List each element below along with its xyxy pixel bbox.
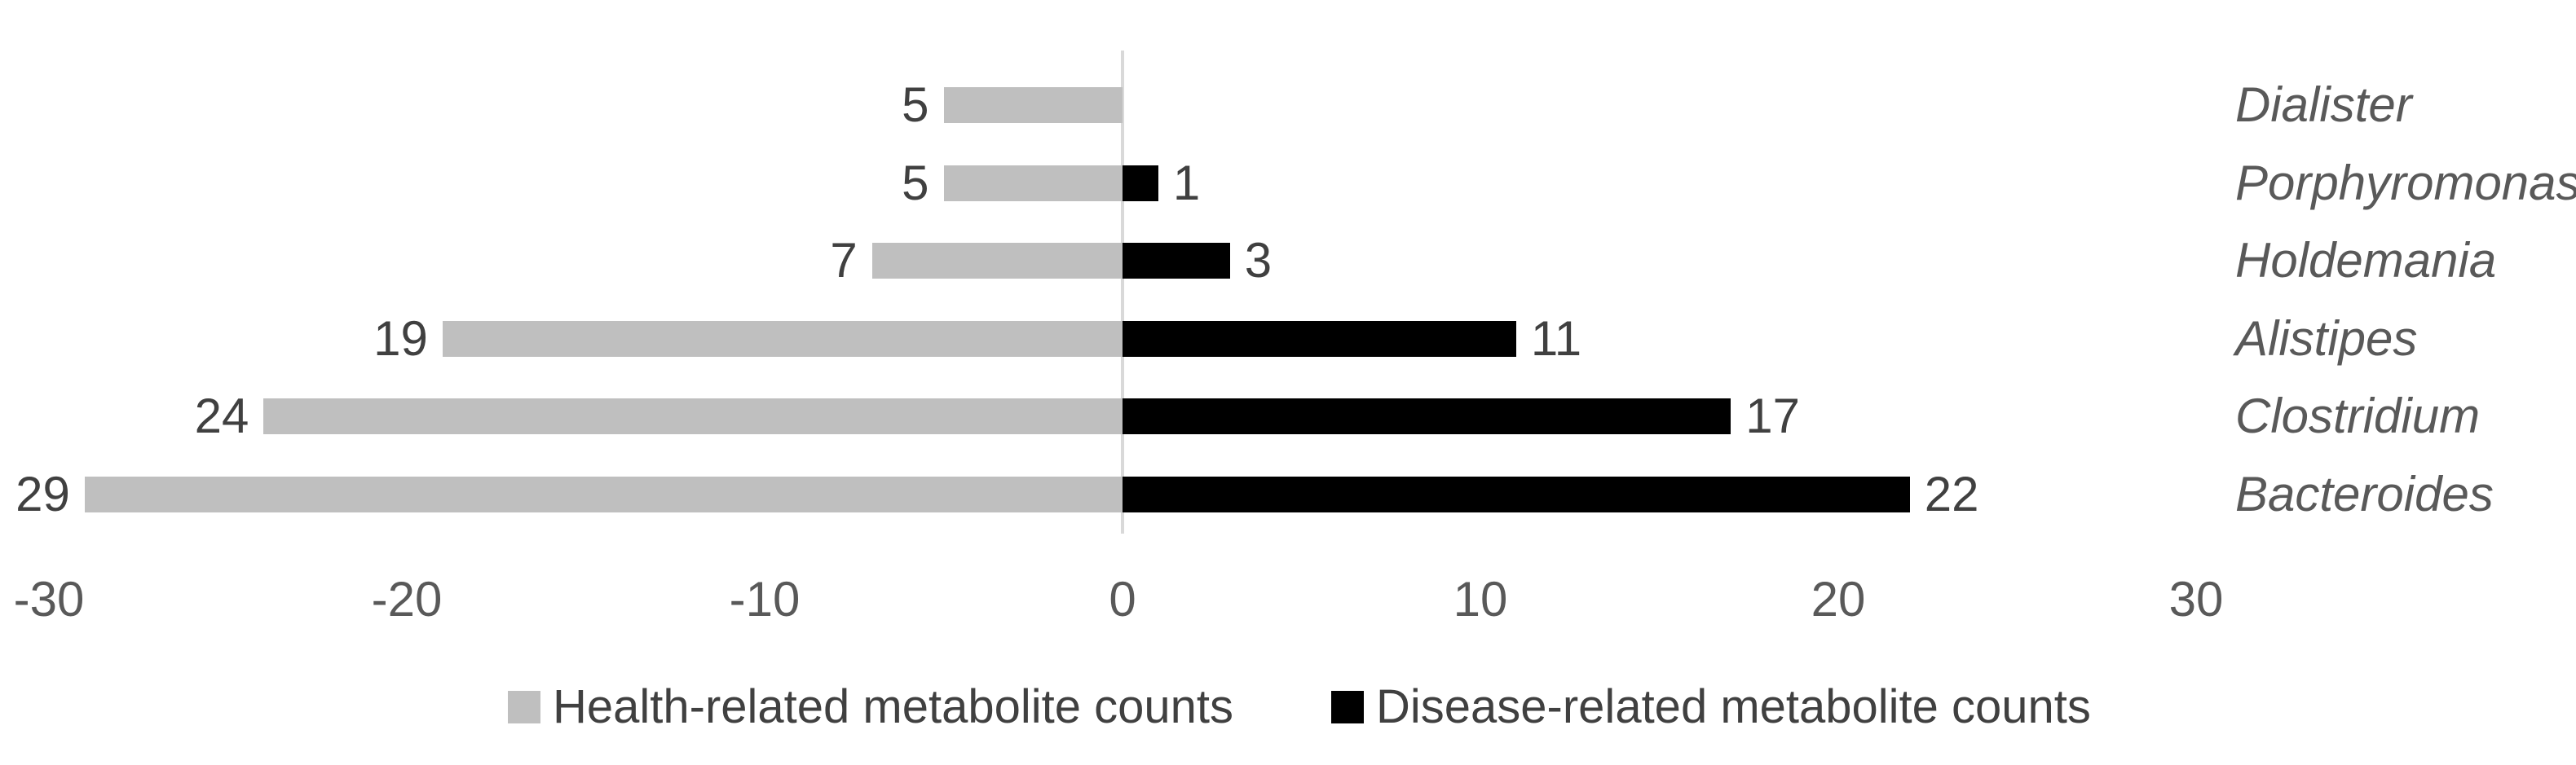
x-tick-20: 20 (1811, 572, 1866, 627)
health-bar-bacteroides (84, 476, 1123, 512)
health-bar-holdemania (871, 243, 1123, 279)
health-value-label: 19 (373, 310, 428, 366)
legend-swatch-disease (1331, 691, 1364, 723)
disease-bar-bacteroides (1123, 476, 1910, 512)
zero-axis-gridline (1121, 51, 1124, 534)
disease-value-label: 1 (1172, 155, 1201, 210)
disease-bar-porphyromonas (1123, 165, 1158, 201)
disease-value-label: 11 (1530, 310, 1582, 366)
x-tick--20: -20 (371, 572, 443, 627)
category-label-alistipes: Alistipes (2235, 310, 2418, 366)
category-label-bacteroides: Bacteroides (2235, 466, 2494, 521)
disease-value-label: 17 (1745, 389, 1801, 443)
disease-bar-alistipes (1123, 320, 1516, 357)
legend-label-disease: Disease-related metabolite counts (1376, 680, 2091, 733)
health-bar-dialister (943, 87, 1123, 123)
category-label-porphyromonas: Porphyromonas (2235, 155, 2576, 210)
health-value-label: 5 (902, 155, 929, 210)
health-bar-clostridium (263, 398, 1123, 434)
health-value-label: 5 (902, 77, 929, 132)
health-bar-porphyromonas (943, 165, 1123, 201)
x-tick-0: 0 (1109, 572, 1136, 627)
legend-label-health: Health-related metabolite counts (553, 680, 1234, 733)
legend-swatch-health (508, 691, 540, 723)
health-value-label: 24 (194, 389, 249, 443)
disease-bar-clostridium (1123, 398, 1731, 434)
x-tick--30: -30 (13, 572, 85, 627)
x-tick-10: 10 (1453, 572, 1508, 627)
health-value-label: 7 (830, 233, 858, 288)
x-tick--10: -10 (729, 572, 801, 627)
disease-bar-holdemania (1123, 243, 1230, 279)
x-tick-30: 30 (2168, 572, 2224, 627)
health-bar-alistipes (442, 320, 1123, 357)
category-label-clostridium: Clostridium (2235, 389, 2481, 443)
category-label-holdemania: Holdemania (2235, 233, 2497, 288)
health-value-label: 29 (15, 466, 70, 521)
disease-value-label: 3 (1244, 233, 1273, 288)
disease-value-label: 22 (1924, 466, 1979, 521)
category-label-dialister: Dialister (2235, 77, 2412, 132)
